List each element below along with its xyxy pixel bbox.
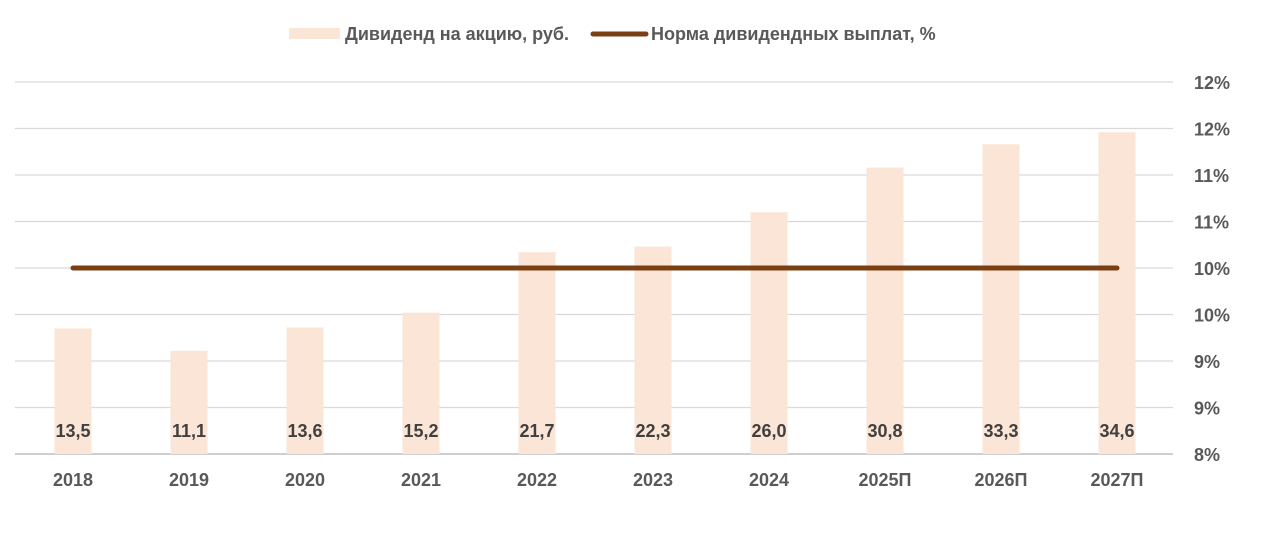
bar-data-label: 34,6 [1099, 421, 1134, 441]
bar-data-label: 30,8 [867, 421, 902, 441]
y-tick-label: 11% [1194, 213, 1229, 233]
y-tick-label: 12% [1194, 73, 1230, 93]
x-axis: 2018 2019 2020 2021 2022 2023 2024 2025П 2026П 20… [53, 470, 1144, 490]
y-tick-label: 10% [1194, 306, 1230, 326]
legend-label-payout: Норма дивидендных выплат, % [651, 24, 936, 44]
bar [518, 252, 556, 454]
x-tick-label: 2024 [749, 470, 789, 490]
legend: Дивиденд на акцию, руб. Норма дивидендны… [289, 24, 936, 44]
x-tick-label: 2022 [517, 470, 557, 490]
right-y-axis: 8% 9% 9% 10% 10% 11% 11% 12% 12% [1194, 73, 1230, 465]
bar [286, 327, 324, 454]
bar-data-label: 33,3 [983, 421, 1018, 441]
legend-label-dividend: Дивиденд на акцию, руб. [345, 24, 569, 44]
data-labels: 13,5 11,1 13,6 15,2 21,7 22,3 26,0 30,8 33,3 34,6 [55, 421, 1134, 441]
bar [170, 350, 208, 454]
y-tick-label: 10% [1194, 259, 1230, 279]
bar [634, 246, 672, 454]
bar [750, 212, 788, 454]
bar-data-label: 13,6 [287, 421, 322, 441]
bar [1098, 132, 1136, 454]
bar [54, 328, 92, 454]
bar [402, 312, 440, 454]
x-tick-label: 2026П [975, 470, 1028, 490]
bar-data-label: 11,1 [172, 421, 206, 441]
x-tick-label: 2023 [633, 470, 673, 490]
bar-series [54, 132, 1136, 454]
y-tick-label: 12% [1194, 120, 1230, 140]
bar-data-label: 15,2 [403, 421, 438, 441]
y-tick-label: 9% [1194, 352, 1220, 372]
x-tick-label: 2019 [169, 470, 209, 490]
x-tick-label: 2027П [1091, 470, 1144, 490]
x-tick-label: 2021 [401, 470, 441, 490]
y-tick-label: 9% [1194, 399, 1220, 419]
x-tick-label: 2025П [859, 470, 912, 490]
bar-data-label: 26,0 [751, 421, 786, 441]
x-tick-label: 2020 [285, 470, 325, 490]
y-tick-label: 8% [1194, 445, 1220, 465]
y-tick-label: 11% [1194, 166, 1229, 186]
bar-data-label: 22,3 [635, 421, 670, 441]
x-tick-label: 2018 [53, 470, 93, 490]
bar [866, 167, 904, 454]
bar [982, 144, 1020, 454]
legend-swatch-dividend [289, 28, 340, 39]
bar-data-label: 21,7 [519, 421, 554, 441]
bar-data-label: 13,5 [55, 421, 90, 441]
